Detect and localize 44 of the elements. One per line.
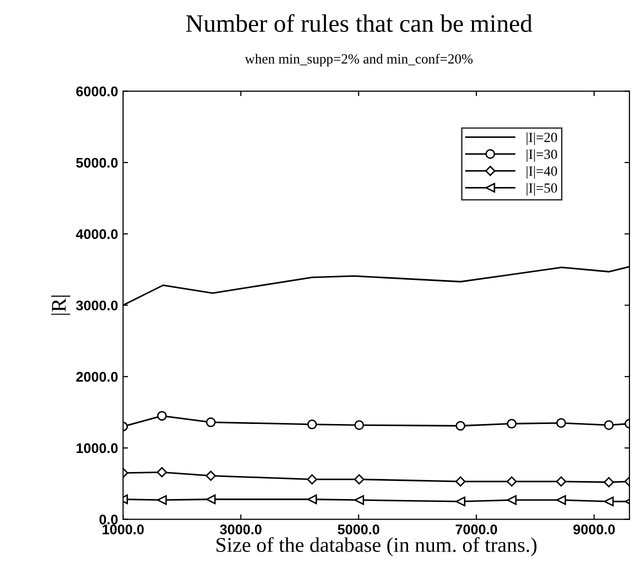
point	[157, 410, 167, 421]
point	[206, 494, 216, 504]
legend-label: |I|=20	[526, 132, 558, 145]
point	[455, 476, 466, 487]
chart-title: Number of rules that can be mined	[186, 14, 532, 32]
x-axis-title: Size of the database (in num. of trans.)	[216, 537, 536, 556]
point	[456, 496, 466, 506]
x-tick-label: 1000.0	[102, 524, 144, 534]
point	[556, 476, 566, 487]
point	[306, 474, 318, 484]
x-tick-label: 9000.0	[573, 524, 615, 534]
x-tick-label: 7000.0	[456, 524, 498, 534]
legend-label: |I|=30	[526, 149, 558, 162]
legend-label: |I|=40	[526, 166, 558, 179]
y-tick-label: 3000.0	[76, 300, 118, 310]
point	[206, 470, 216, 481]
y-tick-label: 6000.0	[76, 86, 118, 96]
point	[307, 494, 317, 504]
point	[506, 476, 517, 487]
point	[506, 495, 517, 505]
point	[506, 418, 517, 429]
point	[556, 495, 566, 505]
point	[556, 418, 566, 428]
point	[456, 420, 466, 431]
y-tick-label: 0.0	[99, 514, 118, 524]
point	[604, 420, 614, 430]
y-axis-title: |R|	[51, 296, 70, 315]
point	[604, 477, 614, 488]
y-tick-label: 5000.0	[76, 158, 118, 168]
point	[354, 474, 364, 484]
point	[307, 420, 317, 430]
x-tick-label: 3000.0	[220, 524, 262, 534]
point	[156, 467, 168, 478]
y-tick-label: 4000.0	[76, 229, 118, 240]
point	[354, 495, 364, 505]
y-tick-label: 1000.0	[76, 443, 118, 454]
point	[206, 417, 216, 428]
x-tick-label: 5000.0	[338, 524, 380, 534]
point	[157, 495, 167, 505]
chart-subtitle: when min_supp=2% and min_conf=20%	[244, 54, 473, 66]
point	[354, 420, 364, 430]
legend-label: |I|=50	[526, 182, 558, 196]
y-tick-label: 2000.0	[76, 372, 118, 382]
point	[604, 496, 614, 506]
